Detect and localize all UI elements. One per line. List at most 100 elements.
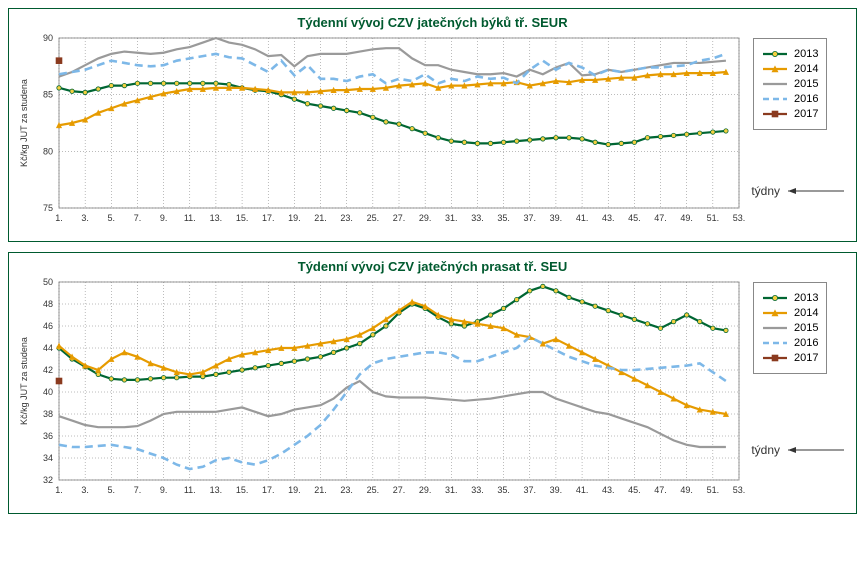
legend-swatch-icon bbox=[762, 337, 788, 349]
svg-text:13.: 13. bbox=[210, 485, 223, 495]
svg-text:25.: 25. bbox=[367, 213, 380, 223]
svg-text:33.: 33. bbox=[471, 485, 484, 495]
legend-swatch-icon bbox=[762, 352, 788, 364]
svg-text:31.: 31. bbox=[445, 213, 458, 223]
legend-swatch-icon bbox=[762, 322, 788, 334]
x-axis-label-bulls: týdny bbox=[751, 184, 846, 198]
svg-text:23.: 23. bbox=[340, 485, 353, 495]
legend-swatch-icon bbox=[762, 307, 788, 319]
legend-pigs: 2013 2014 2015 2016 2017 bbox=[753, 282, 827, 374]
legend-swatch-icon bbox=[762, 108, 788, 120]
svg-text:40: 40 bbox=[43, 387, 53, 397]
svg-text:49.: 49. bbox=[680, 485, 693, 495]
svg-text:51.: 51. bbox=[707, 485, 720, 495]
legend-label: 2014 bbox=[794, 63, 818, 75]
chart-body-pigs: 1.3.5.7.9.11.13.15.17.19.21.23.25.27.29.… bbox=[9, 278, 856, 513]
chart-svg-bulls: 1. 3. 5. 7. 9. 11. 13. 15. 17. 19. 21. 23. 25. 27. 29.… bbox=[15, 34, 745, 230]
legend-item-2015: 2015 bbox=[762, 322, 818, 334]
plot-bulls: 1. 3. 5. 7. 9. 11. 13. 15. 17. 19. 21. 23. 25. 27. 29.… bbox=[15, 34, 745, 235]
svg-text:51.: 51. bbox=[707, 213, 720, 223]
svg-text:42: 42 bbox=[43, 365, 53, 375]
svg-text:38: 38 bbox=[43, 409, 53, 419]
legend-bulls: 2013 2014 2015 2016 2017 bbox=[753, 38, 827, 130]
legend-label: 2014 bbox=[794, 307, 818, 319]
svg-text:45.: 45. bbox=[628, 213, 641, 223]
arrow-icon bbox=[786, 445, 846, 455]
legend-swatch-icon bbox=[762, 292, 788, 304]
svg-text:80: 80 bbox=[43, 146, 53, 156]
svg-text:50: 50 bbox=[43, 278, 53, 287]
svg-text:27.: 27. bbox=[393, 213, 406, 223]
legend-label: 2013 bbox=[794, 48, 818, 60]
legend-item-2015: 2015 bbox=[762, 78, 818, 90]
chart-svg-pigs: 1.3.5.7.9.11.13.15.17.19.21.23.25.27.29.… bbox=[15, 278, 745, 502]
svg-text:Kč/kg JUT za studena: Kč/kg JUT za studena bbox=[19, 337, 29, 425]
svg-text:27.: 27. bbox=[393, 485, 406, 495]
legend-item-2017: 2017 bbox=[762, 108, 818, 120]
svg-text:17.: 17. bbox=[262, 213, 275, 223]
legend-item-2013: 2013 bbox=[762, 48, 818, 60]
svg-text:90: 90 bbox=[43, 34, 53, 43]
svg-text:44: 44 bbox=[43, 343, 53, 353]
chart-body-bulls: 1. 3. 5. 7. 9. 11. 13. 15. 17. 19. 21. 23. 25. 27. 29.… bbox=[9, 34, 856, 241]
svg-text:11.: 11. bbox=[184, 485, 196, 495]
chart-panel-bulls: Týdenní vývoj CZV jatečných býků tř. SEU… bbox=[8, 8, 857, 242]
svg-text:39.: 39. bbox=[550, 213, 563, 223]
legend-label: 2016 bbox=[794, 93, 818, 105]
svg-text:7.: 7. bbox=[134, 213, 142, 223]
svg-text:Kč/kg JUT za studena: Kč/kg JUT za studena bbox=[19, 79, 29, 167]
svg-text:37.: 37. bbox=[524, 485, 537, 495]
arrow-icon bbox=[786, 186, 846, 196]
legend-item-2013: 2013 bbox=[762, 292, 818, 304]
legend-label: 2017 bbox=[794, 352, 818, 364]
legend-item-2014: 2014 bbox=[762, 307, 818, 319]
svg-text:3.: 3. bbox=[81, 485, 89, 495]
x-axis-label-text: týdny bbox=[751, 184, 780, 198]
svg-text:15.: 15. bbox=[236, 213, 249, 223]
svg-text:37.: 37. bbox=[524, 213, 537, 223]
svg-text:43.: 43. bbox=[602, 485, 615, 495]
svg-text:5.: 5. bbox=[108, 485, 116, 495]
chart-title-bulls: Týdenní vývoj CZV jatečných býků tř. SEU… bbox=[9, 9, 856, 34]
legend-item-2016: 2016 bbox=[762, 93, 818, 105]
legend-label: 2016 bbox=[794, 337, 818, 349]
svg-text:75: 75 bbox=[43, 203, 53, 213]
svg-text:29.: 29. bbox=[419, 485, 432, 495]
svg-text:5.: 5. bbox=[108, 213, 116, 223]
svg-text:48: 48 bbox=[43, 299, 53, 309]
svg-text:46: 46 bbox=[43, 321, 53, 331]
svg-text:13.: 13. bbox=[210, 213, 223, 223]
svg-text:85: 85 bbox=[43, 90, 53, 100]
svg-text:1.: 1. bbox=[55, 213, 63, 223]
svg-text:36: 36 bbox=[43, 431, 53, 441]
svg-text:21.: 21. bbox=[314, 485, 327, 495]
svg-text:47.: 47. bbox=[654, 485, 667, 495]
svg-text:21.: 21. bbox=[314, 213, 327, 223]
svg-text:9.: 9. bbox=[160, 485, 168, 495]
legend-item-2017: 2017 bbox=[762, 352, 818, 364]
svg-text:35.: 35. bbox=[497, 485, 510, 495]
svg-text:34: 34 bbox=[43, 453, 53, 463]
svg-text:1.: 1. bbox=[55, 485, 63, 495]
svg-text:29.: 29. bbox=[419, 213, 432, 223]
legend-item-2016: 2016 bbox=[762, 337, 818, 349]
svg-text:9.: 9. bbox=[160, 213, 168, 223]
svg-text:45.: 45. bbox=[628, 485, 641, 495]
svg-text:17.: 17. bbox=[262, 485, 275, 495]
svg-text:49.: 49. bbox=[680, 213, 693, 223]
svg-text:53.: 53. bbox=[733, 213, 745, 223]
svg-text:11.: 11. bbox=[184, 213, 196, 223]
legend-label: 2013 bbox=[794, 292, 818, 304]
svg-text:43.: 43. bbox=[602, 213, 615, 223]
svg-text:23.: 23. bbox=[340, 213, 353, 223]
svg-text:3.: 3. bbox=[81, 213, 89, 223]
svg-text:33.: 33. bbox=[471, 213, 484, 223]
legend-swatch-icon bbox=[762, 63, 788, 75]
svg-text:53.: 53. bbox=[733, 485, 745, 495]
svg-text:41.: 41. bbox=[576, 485, 589, 495]
svg-text:19.: 19. bbox=[288, 213, 301, 223]
chart-title-pigs: Týdenní vývoj CZV jatečných prasat tř. S… bbox=[9, 253, 856, 278]
svg-text:15.: 15. bbox=[236, 485, 249, 495]
legend-swatch-icon bbox=[762, 93, 788, 105]
svg-text:35.: 35. bbox=[497, 213, 510, 223]
